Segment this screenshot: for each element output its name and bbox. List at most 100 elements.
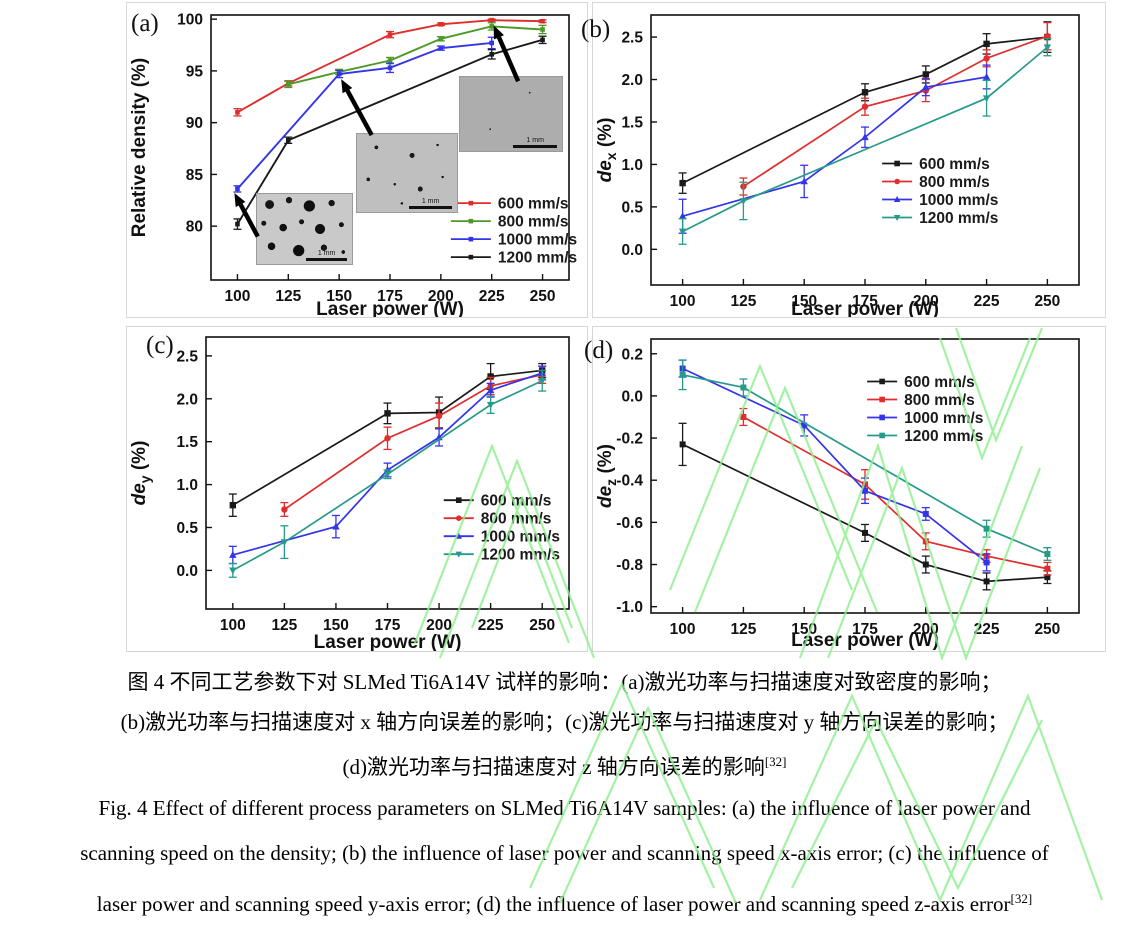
svg-text:-1.0: -1.0 — [616, 599, 643, 616]
svg-text:1.0: 1.0 — [621, 157, 643, 174]
svg-text:100: 100 — [220, 617, 246, 634]
svg-text:100: 100 — [670, 621, 696, 638]
svg-text:200: 200 — [913, 293, 939, 310]
panel-c-dey-chart: 100 125 150 175 200 225 250 0.0 0.5 1.0 1.5 2.0 2.5 L… — [126, 326, 588, 652]
scale-bar: 1 mm — [409, 198, 452, 209]
svg-text:600 mm/s: 600 mm/s — [919, 156, 990, 173]
svg-text:600 mm/s: 600 mm/s — [498, 196, 569, 213]
chart-canvas: 100 125 150 175 200 225 2500.00.51.01.52.02.5L… — [595, 14, 1080, 317]
panel-tag-a: (a) — [131, 10, 159, 37]
svg-text:250: 250 — [530, 288, 556, 305]
caption-cn-line3: (d)激光功率与扫描速度对 z 轴方向误差的影响[32] — [342, 754, 787, 779]
svg-text:150: 150 — [791, 293, 817, 310]
svg-text:dey (%): dey (%) — [129, 441, 153, 506]
svg-text:225: 225 — [479, 288, 505, 305]
svg-text:1000 mm/s: 1000 mm/s — [481, 529, 560, 546]
svg-text:0.0: 0.0 — [621, 388, 643, 405]
caption-cn-line1: 图 4 不同工艺参数下对 SLMed Ti6A14V 试样的影响：(a)激光功率… — [127, 670, 1002, 694]
scale-bar-label: 1 mm — [526, 137, 544, 144]
svg-text:175: 175 — [377, 288, 403, 305]
svg-text:600 mm/s: 600 mm/s — [481, 493, 552, 510]
svg-text:dex (%): dex (%) — [595, 118, 619, 183]
svg-text:175: 175 — [852, 293, 878, 310]
scale-bar-label: 1 mm — [421, 198, 440, 205]
caption-chinese: 图 4 不同工艺参数下对 SLMed Ti6A14V 试样的影响：(a)激光功率… — [0, 662, 1129, 787]
scale-bar: 1 mm — [306, 250, 347, 261]
svg-text:1000 mm/s: 1000 mm/s — [919, 192, 998, 209]
svg-text:2.5: 2.5 — [621, 30, 643, 47]
svg-text:1200 mm/s: 1200 mm/s — [481, 547, 560, 564]
chart-canvas: 100 125 150 175 200 225 250 80 85 90 95 100 Laser po… — [129, 12, 577, 317]
svg-text:Laser power (W): Laser power (W) — [791, 630, 939, 651]
svg-text:0.0: 0.0 — [176, 563, 198, 580]
caption-en-line2: scanning speed on the density; (b) the i… — [80, 841, 1049, 865]
svg-text:150: 150 — [326, 288, 352, 305]
svg-text:225: 225 — [974, 293, 1000, 310]
svg-text:1200 mm/s: 1200 mm/s — [498, 250, 577, 267]
micrograph-inset-porous: 1 mm — [256, 193, 353, 265]
scale-bar: 1 mm — [513, 137, 557, 148]
panel-tag-c: (c) — [146, 332, 174, 359]
scale-bar-line — [306, 258, 347, 261]
svg-text:100: 100 — [225, 288, 251, 305]
svg-text:80: 80 — [186, 219, 203, 236]
svg-text:0.2: 0.2 — [621, 346, 643, 363]
svg-text:1000 mm/s: 1000 mm/s — [904, 410, 983, 427]
svg-text:1000 mm/s: 1000 mm/s — [498, 232, 577, 249]
svg-text:1200 mm/s: 1200 mm/s — [919, 210, 998, 227]
svg-text:85: 85 — [186, 167, 204, 184]
caption-english: Fig. 4 Effect of different process param… — [0, 786, 1129, 927]
svg-text:800 mm/s: 800 mm/s — [481, 511, 552, 528]
svg-text:250: 250 — [529, 617, 555, 634]
caption-en-line3: laser power and scanning speed y-axis er… — [96, 891, 1033, 916]
svg-text:225: 225 — [974, 621, 1000, 638]
svg-text:2.0: 2.0 — [621, 72, 643, 89]
svg-text:Relative density (%): Relative density (%) — [129, 58, 150, 238]
panel-tag-d: (d) — [584, 337, 614, 364]
panel-b-dex-chart: 100 125 150 175 200 225 250 0.0 0.5 1.0 1.5 2.0 2.5 L… — [592, 2, 1106, 318]
panel-tag-b: (b) — [581, 16, 611, 43]
svg-text:Laser power (W): Laser power (W) — [791, 299, 939, 317]
svg-text:100: 100 — [177, 12, 203, 29]
svg-text:-0.4: -0.4 — [616, 473, 643, 490]
chart-canvas: 100 125 150 175 200 225 2500.20.0-0.2-0.4-0.6-… — [595, 338, 1080, 651]
svg-text:225: 225 — [478, 617, 504, 634]
svg-text:125: 125 — [271, 617, 297, 634]
svg-text:1.5: 1.5 — [176, 434, 198, 451]
svg-text:600 mm/s: 600 mm/s — [904, 374, 975, 391]
micrograph-inset-dense: 1 mm — [459, 76, 563, 152]
svg-text:100: 100 — [670, 293, 696, 310]
svg-text:800 mm/s: 800 mm/s — [904, 392, 975, 409]
svg-text:125: 125 — [275, 288, 301, 305]
scale-bar-label: 1 mm — [317, 250, 336, 257]
svg-text:175: 175 — [375, 617, 401, 634]
svg-text:0.5: 0.5 — [621, 199, 643, 216]
svg-text:-0.8: -0.8 — [616, 557, 643, 574]
scale-bar-line — [409, 206, 452, 209]
panel-a-density-chart: 100 125 150 175 200 225 250 80 85 90 95 100 Laser po… — [126, 2, 588, 318]
svg-text:800 mm/s: 800 mm/s — [919, 174, 990, 191]
svg-text:800 mm/s: 800 mm/s — [498, 214, 569, 231]
scale-bar-line — [513, 145, 557, 148]
svg-text:2.0: 2.0 — [176, 391, 198, 408]
svg-text:-0.6: -0.6 — [616, 515, 643, 532]
svg-text:250: 250 — [1034, 621, 1060, 638]
reference-superscript: [32] — [764, 754, 787, 769]
chart-canvas: 100 125 150 175 200 225 2500.00.51.01.52.02.5L… — [129, 336, 570, 651]
svg-text:dez (%): dez (%) — [595, 444, 619, 508]
svg-text:125: 125 — [730, 293, 756, 310]
svg-text:90: 90 — [186, 115, 203, 132]
svg-text:150: 150 — [323, 617, 349, 634]
svg-text:200: 200 — [428, 288, 454, 305]
svg-text:Laser power (W): Laser power (W) — [314, 632, 462, 651]
panel-d-dez-chart: 100 125 150 175 200 225 250 0.2 0.0 -0.2 -0.4 -0.6-… — [592, 326, 1106, 652]
svg-text:1200 mm/s: 1200 mm/s — [904, 428, 983, 445]
svg-text:0.5: 0.5 — [176, 520, 198, 537]
caption-en-line1: Fig. 4 Effect of different process param… — [98, 796, 1031, 820]
caption-cn-line2: (b)激光功率与扫描速度对 x 轴方向误差的影响；(c)激光功率与扫描速度对 y… — [120, 710, 1009, 734]
svg-text:2.5: 2.5 — [176, 348, 198, 365]
svg-text:125: 125 — [730, 621, 756, 638]
svg-text:95: 95 — [186, 63, 204, 80]
svg-text:-0.2: -0.2 — [616, 431, 643, 448]
svg-text:0.0: 0.0 — [621, 242, 643, 259]
